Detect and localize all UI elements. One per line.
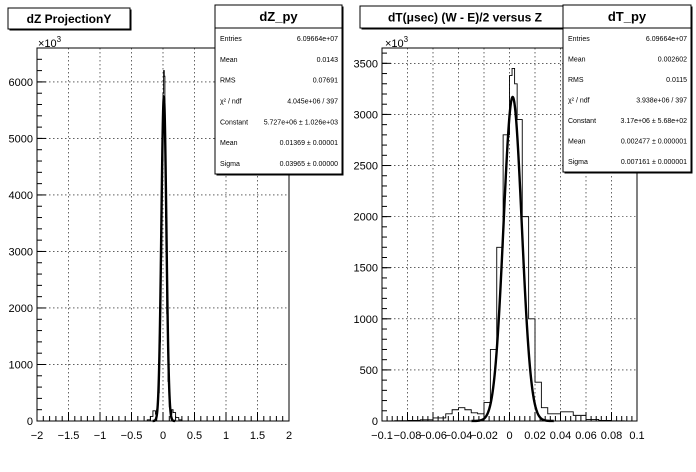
stats-row-value: 4.045e+06 / 397 [287, 99, 338, 106]
stats-row-value: 0.03965 ± 0.00000 [280, 161, 338, 168]
x-tick-label: 1.5 [250, 430, 265, 442]
stats-row-label: RMS [568, 77, 584, 84]
x-tick-label: 0.1 [629, 430, 644, 442]
stats-row-label: Sigma [568, 159, 588, 166]
stats-row-value: 0.0115 [666, 77, 687, 84]
stats-row-value: 0.01369 ± 0.00001 [280, 140, 338, 147]
chart-title: dT(μsec) (W - E)/2 versus Z [388, 11, 542, 25]
histogram-series [144, 70, 183, 422]
stats-row-label: χ² / ndf [220, 99, 242, 106]
stats-row-value: 0.0143 [317, 57, 339, 64]
x-tick-label: 0.5 [187, 430, 202, 442]
x-tick-label: 0.06 [575, 430, 596, 442]
title-box [7, 7, 131, 30]
stats-row-label: Constant [220, 119, 248, 126]
stats-row-value: 6.09664e+07 [646, 36, 687, 43]
x-tick-label: 0.08 [601, 430, 622, 442]
stats-row-value: 6.09664e+07 [297, 36, 338, 43]
stats-row-label: Mean [220, 57, 238, 64]
stats-row-label: Entries [568, 36, 590, 43]
y-tick-label: 1000 [354, 314, 378, 326]
y-tick-label: 4000 [9, 190, 33, 202]
y-tick-label: 6000 [9, 77, 33, 89]
x-tick-label: −0.1 [371, 430, 393, 442]
stats-row-label: Sigma [220, 161, 240, 168]
y-tick-label: 2000 [9, 303, 33, 315]
y-tick-label: 1000 [9, 359, 33, 371]
y-tick-label: 2500 [354, 161, 378, 173]
stats-row-value: 3.17e+06 ± 5.68e+02 [620, 118, 687, 125]
y-tick-label: 0 [27, 416, 33, 428]
x-tick-label: 0.04 [550, 430, 571, 442]
stats-box-name: dT_py [608, 9, 647, 24]
x-tick-label: 0 [160, 430, 166, 442]
stats-row-label: Mean [568, 56, 586, 63]
y-tick-label: 5000 [9, 133, 33, 145]
chart-0: −2 −1.5 −1 −0.5 0 0.5 1 1.5 2 0 1000 2000 3000 4000 50… [7, 4, 344, 442]
y-tick-label: 500 [360, 365, 378, 377]
y-tick-label: 3500 [354, 58, 378, 70]
stats-row-value: 0.002477 ± 0.000001 [621, 139, 687, 146]
y-tick-label: 3000 [9, 246, 33, 258]
y-tick-label: 0 [372, 416, 378, 428]
stats-row-value: 3.938e+06 / 397 [636, 98, 687, 105]
y-tick-label: 1500 [354, 263, 378, 275]
y-axis-exponent: ×103 [38, 35, 62, 50]
x-tick-label: 0.02 [524, 430, 545, 442]
exponent-power: 3 [57, 35, 62, 44]
exponent-power: 3 [404, 35, 409, 44]
stats-box [562, 4, 692, 173]
exponent-base: ×10 [385, 38, 404, 50]
stats-row-value: 0.002602 [658, 56, 687, 63]
stats-row-value: 0.07691 [313, 78, 338, 85]
y-tick-label: 2000 [354, 212, 378, 224]
x-tick-label: −1 [94, 430, 107, 442]
stats-box-name: dZ_py [259, 9, 298, 24]
x-tick-label: 1 [223, 430, 229, 442]
exponent-base: ×10 [38, 38, 57, 50]
x-tick-label: −2 [31, 430, 44, 442]
x-tick-label: −0.04 [445, 430, 473, 442]
stats-row-label: Mean [220, 140, 238, 147]
stats-row-label: Entries [220, 36, 242, 43]
y-axis-exponent: ×103 [385, 35, 409, 50]
stats-row-label: Constant [568, 118, 596, 125]
stats-row-value: 0.007161 ± 0.000001 [621, 159, 687, 166]
stats-row-value: 5.727e+06 ± 1.026e+03 [264, 119, 338, 126]
chart-1: −0.1 −0.08−0.06−0.04−0.02 0 0.02 0.04 0.06 0.0… [354, 4, 693, 442]
stats-box [214, 4, 343, 175]
x-tick-label: −0.08 [394, 430, 422, 442]
stats-row-label: χ² / ndf [568, 98, 590, 105]
stats-row-label: RMS [220, 78, 236, 85]
x-tick-label: −0.02 [470, 430, 498, 442]
histogram-series [382, 67, 637, 422]
x-tick-label: −0.06 [419, 430, 447, 442]
x-tick-label: −0.5 [121, 430, 143, 442]
x-tick-label: 0 [506, 430, 512, 442]
stats-row-label: Mean [568, 139, 586, 146]
chart-title: dZ ProjectionY [27, 12, 112, 26]
y-tick-label: 3000 [354, 109, 378, 121]
x-tick-label: 2 [286, 430, 292, 442]
x-tick-label: −1.5 [58, 430, 80, 442]
